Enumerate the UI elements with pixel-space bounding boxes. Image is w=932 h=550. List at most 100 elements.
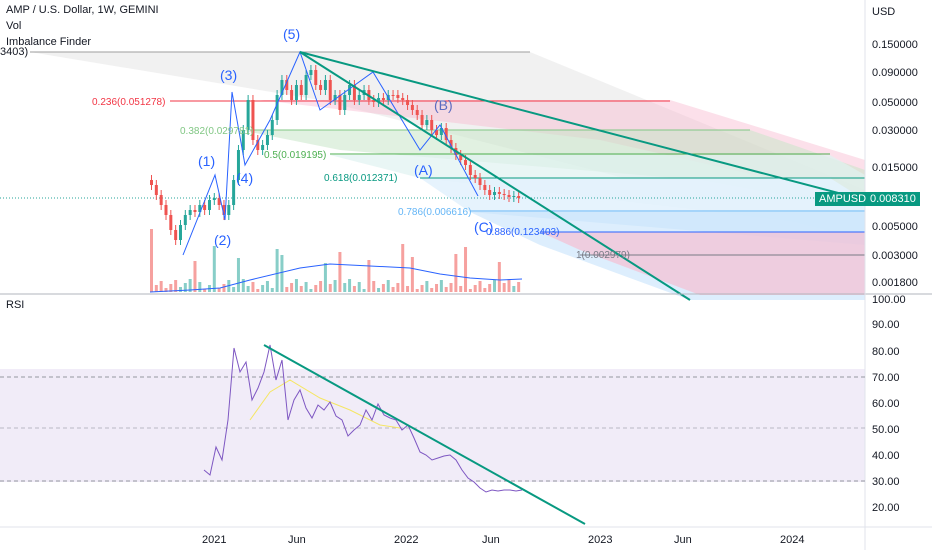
rsi-tick: 100.00	[872, 294, 906, 306]
volume-bar	[391, 287, 395, 292]
candle-body	[212, 198, 216, 200]
volume-bar	[512, 286, 516, 292]
candle-body	[406, 100, 410, 105]
volume-bar	[290, 283, 294, 292]
clipped-fib-label: 3403)	[0, 46, 29, 58]
fib-label-0786: 0.786(0.006616)	[398, 207, 471, 218]
candle-body	[222, 205, 226, 215]
fib-zone-green	[240, 130, 865, 210]
elliott-wave-path	[182, 50, 479, 256]
volume-bar	[507, 279, 511, 292]
volume-bar	[314, 285, 318, 292]
candle-body	[256, 140, 260, 150]
volume-bar	[372, 281, 376, 292]
volume-bar	[367, 260, 371, 292]
candle-body	[357, 95, 361, 100]
volume-bar	[328, 284, 332, 292]
volume-bar	[241, 279, 245, 292]
volume-bar	[454, 254, 458, 292]
rsi-trendline[interactable]	[263, 344, 586, 525]
fib-label-0886: 0.886(0.123403)	[486, 227, 559, 238]
candle-body	[488, 190, 492, 195]
volume-bar	[280, 255, 284, 292]
wave-label-b: (B)	[434, 97, 453, 113]
candle-body	[420, 115, 424, 125]
fib-zone-red	[120, 100, 865, 200]
indicator-vol-label[interactable]: Vol	[6, 20, 22, 32]
rsi-band	[0, 369, 865, 482]
candle-body	[507, 195, 511, 197]
time-tick: Jun	[482, 534, 500, 546]
trendline-steep[interactable]	[299, 51, 691, 301]
volume-bar	[410, 257, 414, 292]
volume-bar	[150, 229, 153, 292]
wave-label-1: (1)	[198, 153, 215, 169]
candle-body	[280, 80, 284, 95]
candle-body	[352, 85, 356, 100]
candle-body	[323, 80, 327, 90]
candle-body	[290, 90, 294, 100]
symbol-price-badge: AMPUSD	[815, 192, 871, 206]
candle-body	[299, 85, 303, 95]
volume-bar	[203, 289, 207, 292]
volume-bar	[468, 289, 472, 292]
candle-body	[348, 85, 352, 95]
volume-bar	[493, 280, 497, 292]
indicator-imbalance-label[interactable]: Imbalance Finder	[6, 36, 91, 48]
volume-bar	[348, 279, 352, 292]
volume-bar	[285, 287, 289, 292]
candle-body	[401, 98, 405, 100]
candle-body	[473, 175, 477, 178]
candle-body	[468, 165, 472, 175]
volume-bar	[502, 283, 506, 292]
volume-bar	[183, 283, 187, 292]
volume-bar	[323, 263, 327, 292]
candle-body	[169, 215, 173, 230]
symbol-title[interactable]: AMP / U.S. Dollar, 1W, GEMINI	[6, 4, 159, 16]
candle-body	[439, 128, 443, 135]
candle-body	[246, 100, 250, 130]
rsi-tick: 20.00	[872, 502, 900, 514]
volume-bar	[178, 287, 182, 292]
volume-bar	[488, 284, 492, 292]
volume-bar	[497, 262, 501, 292]
candle-body	[150, 180, 153, 185]
volume-bar	[270, 288, 274, 292]
fib-label-0382: 0.382(0.029781)	[180, 126, 253, 137]
volume-bar	[236, 258, 240, 292]
volume-bar	[406, 286, 410, 292]
fib-label-0236: 0.236(0.051278)	[92, 97, 165, 108]
candle-body	[285, 80, 289, 90]
time-tick: 2021	[202, 534, 226, 546]
volume-bar	[381, 284, 385, 292]
candle-body	[304, 75, 308, 95]
rsi-pane-title[interactable]: RSI	[6, 299, 25, 311]
volume-bar	[435, 284, 439, 292]
volume-bar	[304, 282, 308, 292]
volume-bar	[377, 288, 381, 292]
candle-body	[328, 80, 332, 100]
volume-bar	[188, 279, 192, 292]
candle-body	[338, 95, 342, 110]
price-tick: 0.005000	[872, 221, 918, 233]
candle-body	[449, 140, 453, 148]
trendline-shallow[interactable]	[299, 51, 866, 201]
volume-bar	[343, 283, 347, 292]
candle-body	[493, 192, 497, 195]
wave-label-2: (2)	[214, 232, 231, 248]
price-tick: 0.001800	[872, 277, 918, 289]
candle-body	[241, 130, 245, 150]
time-tick: Jun	[674, 534, 692, 546]
wave-label-a: (A)	[414, 162, 433, 178]
volume-bar	[169, 284, 173, 292]
candle-body	[294, 85, 298, 100]
price-axis-currency: USD	[872, 6, 895, 18]
volume-bars	[150, 229, 521, 292]
fib-label-05: 0.5(0.019195)	[264, 150, 326, 161]
price-tick: 0.150000	[872, 39, 918, 51]
volume-bar	[319, 281, 323, 292]
volume-bar	[444, 287, 448, 292]
volume-bar	[449, 283, 453, 292]
volume-bar	[251, 282, 255, 292]
